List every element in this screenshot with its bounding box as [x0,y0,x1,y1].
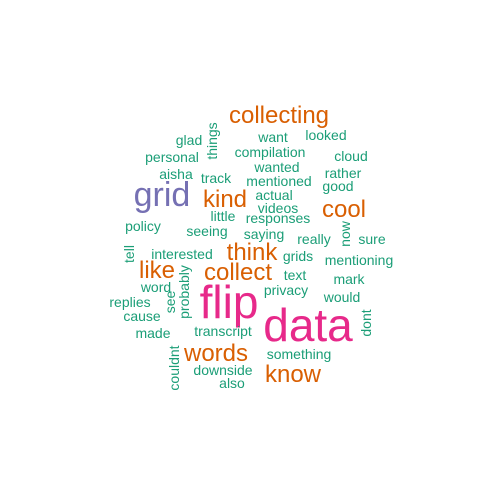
word-think: think [226,239,278,266]
word-really: really [297,231,331,247]
word-kind: kind [202,186,248,213]
word-cool: cool [321,196,367,223]
word-flip: flip [199,276,259,328]
word-wanted: wanted [254,159,300,175]
word-know: know [264,361,322,388]
word-probably: probably [176,265,192,319]
word-compilation: compilation [234,144,306,160]
word-data: data [263,299,353,351]
word-policy: policy [125,218,161,234]
word-good: good [322,178,354,194]
word-mark: mark [333,271,365,287]
word-aisha: aisha [159,166,193,182]
word-little: little [210,208,236,224]
word-something: something [266,346,332,362]
word-words: words [183,340,249,367]
word-mentioning: mentioning [324,252,394,268]
word-personal: personal [145,149,199,165]
word-looked: looked [305,127,347,143]
word-glad: glad [175,132,203,148]
word-also: also [219,375,245,391]
word-transcript: transcript [194,323,252,339]
word-saying: saying [243,226,285,242]
word-track: track [200,170,232,186]
word-rather: rather [324,165,362,181]
word-now: now [337,221,353,247]
word-things: things [204,122,220,160]
word-privacy: privacy [263,282,309,298]
word-made: made [135,325,171,341]
word-downside: downside [193,362,253,378]
word-cloud: cloud [334,148,368,164]
word-dont: dont [358,309,374,337]
word-grids: grids [282,248,314,264]
word-tell: tell [121,245,137,263]
word-responses: responses [245,210,311,226]
word-cause: cause [123,308,161,324]
word-sure: sure [358,231,386,247]
word-want: want [258,129,288,145]
word-couldnt: couldnt [166,345,182,391]
word-would: would [323,289,361,305]
word-grid: grid [133,176,191,214]
word-collect: collect [203,259,273,286]
word-videos: videos [257,200,299,216]
word-like: like [138,257,176,284]
word-word: word [140,279,172,295]
word-replies: replies [109,294,151,310]
word-see: see [162,290,178,314]
word-actual: actual [255,187,293,203]
word-text: text [283,267,307,283]
word-interested: interested [151,246,213,262]
word-seeing: seeing [186,223,228,239]
word-mentioned: mentioned [246,173,312,189]
word-collecting: collecting [228,102,330,129]
